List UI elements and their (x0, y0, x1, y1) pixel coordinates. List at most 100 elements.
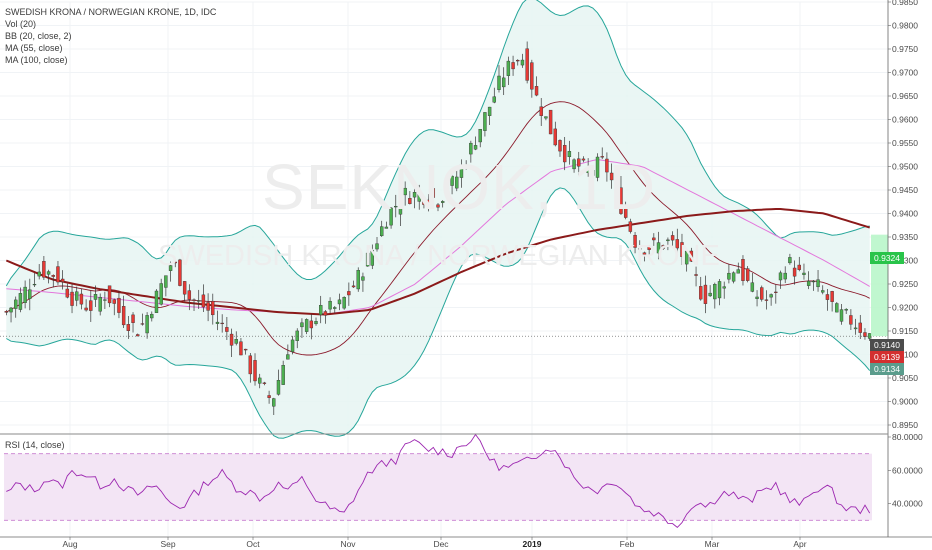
candle[interactable] (469, 140, 473, 163)
candle[interactable] (422, 198, 426, 209)
candle[interactable] (619, 176, 623, 215)
candle[interactable] (117, 291, 121, 319)
candle[interactable] (112, 298, 116, 316)
candle[interactable] (84, 299, 88, 312)
candle[interactable] (745, 266, 750, 283)
candle[interactable] (365, 246, 370, 267)
candle[interactable] (182, 281, 187, 302)
candle[interactable] (375, 236, 379, 252)
candle[interactable] (145, 312, 149, 339)
candle[interactable] (478, 128, 482, 148)
candle[interactable] (835, 302, 839, 313)
candle[interactable] (534, 76, 539, 97)
candle[interactable] (788, 253, 792, 265)
candle[interactable] (487, 106, 492, 125)
candle[interactable] (159, 278, 163, 306)
candle[interactable] (849, 309, 853, 331)
candle[interactable] (18, 287, 23, 313)
candle[interactable] (689, 247, 694, 263)
candle[interactable] (56, 261, 60, 285)
candle[interactable] (211, 293, 215, 325)
candle[interactable] (459, 159, 464, 188)
legend-ma55[interactable]: MA (55, close) (5, 43, 63, 53)
candle[interactable] (337, 293, 342, 311)
candle[interactable] (455, 167, 459, 192)
candle[interactable] (647, 245, 651, 257)
rsi-legend[interactable]: RSI (14, close) (5, 440, 65, 450)
candle[interactable] (229, 328, 234, 357)
candle[interactable] (370, 244, 375, 270)
candle[interactable] (858, 314, 862, 339)
candle[interactable] (290, 335, 295, 355)
candle[interactable] (497, 65, 501, 93)
candle[interactable] (309, 313, 314, 340)
candle[interactable] (136, 333, 140, 337)
candle[interactable] (863, 328, 867, 340)
candle[interactable] (328, 297, 332, 314)
candle[interactable] (408, 191, 412, 205)
candle[interactable] (628, 218, 633, 234)
candle[interactable] (37, 264, 41, 280)
candle[interactable] (844, 308, 848, 314)
candle[interactable] (736, 262, 740, 274)
candle[interactable] (89, 290, 93, 322)
candle[interactable] (802, 263, 806, 280)
candle[interactable] (623, 201, 628, 220)
candle[interactable] (243, 348, 248, 355)
candle[interactable] (741, 255, 745, 286)
candle[interactable] (70, 284, 74, 314)
candle[interactable] (614, 168, 618, 194)
candle[interactable] (32, 272, 37, 287)
candle[interactable] (778, 270, 783, 289)
candle[interactable] (783, 266, 787, 284)
candle[interactable] (51, 274, 55, 288)
candle[interactable] (267, 390, 271, 404)
candle[interactable] (9, 307, 13, 323)
candle[interactable] (258, 373, 262, 389)
candle[interactable] (103, 291, 107, 309)
candle[interactable] (525, 41, 529, 84)
price-axis[interactable]: 0.9850 0.9800 0.9750 0.9700 0.9650 0.9600 0.95… (888, 0, 918, 430)
candlestick-series[interactable] (4, 41, 872, 416)
candle[interactable] (276, 369, 281, 396)
candle[interactable] (464, 160, 468, 170)
candle[interactable] (168, 261, 173, 282)
candle[interactable] (286, 344, 290, 360)
candle[interactable] (4, 309, 9, 316)
candle[interactable] (506, 56, 511, 86)
candle[interactable] (638, 240, 642, 252)
candle[interactable] (361, 272, 365, 292)
candle[interactable] (319, 295, 323, 324)
candle[interactable] (642, 251, 647, 262)
candle[interactable] (398, 195, 403, 226)
candle[interactable] (806, 271, 811, 290)
candle[interactable] (126, 316, 131, 339)
candle[interactable] (253, 353, 257, 386)
legend-vol[interactable]: Vol (20) (5, 19, 37, 29)
legend-symbol[interactable]: SWEDISH KRONA / NORWEGIAN KRONE, 1D, IDC (5, 7, 217, 17)
candle[interactable] (591, 166, 595, 187)
candle[interactable] (830, 290, 834, 312)
legend-ma100[interactable]: MA (100, close) (5, 55, 68, 65)
candle[interactable] (539, 98, 543, 126)
candle[interactable] (440, 200, 445, 208)
candle[interactable] (403, 181, 407, 206)
candle[interactable] (164, 275, 168, 297)
candle[interactable] (577, 151, 581, 176)
candle[interactable] (717, 279, 722, 306)
candle[interactable] (79, 288, 84, 310)
candle[interactable] (121, 295, 126, 328)
candle[interactable] (825, 288, 830, 311)
candle[interactable] (558, 139, 562, 157)
candle[interactable] (206, 293, 210, 322)
candle[interactable] (811, 280, 816, 291)
candle[interactable] (347, 282, 351, 306)
candle[interactable] (187, 284, 192, 311)
candle[interactable] (544, 116, 548, 121)
candle[interactable] (356, 267, 360, 292)
candle[interactable] (853, 318, 858, 335)
candle[interactable] (215, 310, 220, 331)
candle[interactable] (342, 296, 346, 310)
candle[interactable] (436, 203, 440, 212)
candle[interactable] (314, 317, 318, 326)
